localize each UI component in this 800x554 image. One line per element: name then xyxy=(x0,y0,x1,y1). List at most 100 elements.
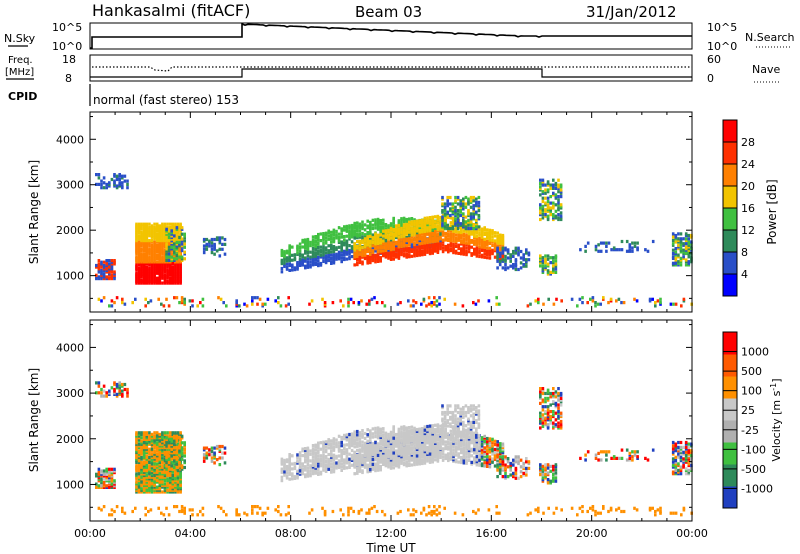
power-cell xyxy=(527,251,531,255)
power-cell xyxy=(439,231,442,235)
power-cell xyxy=(392,229,395,233)
power-cell xyxy=(436,242,440,246)
power-cell xyxy=(137,229,141,233)
power-cell xyxy=(140,257,143,261)
power-cell xyxy=(235,304,238,308)
velocity-cell xyxy=(155,441,159,445)
power-cell xyxy=(434,233,437,237)
power-cell xyxy=(557,195,560,199)
power-cell xyxy=(140,234,143,238)
power-cell xyxy=(140,230,143,234)
velocity-cell xyxy=(335,445,338,449)
power-cell xyxy=(358,222,362,226)
y-tick-label: 4000 xyxy=(56,133,84,146)
power-cell xyxy=(353,230,356,234)
power-cell xyxy=(97,277,101,281)
power-cell xyxy=(376,253,380,257)
velocity-cell xyxy=(322,440,325,444)
velocity-cell xyxy=(135,452,138,456)
power-cell xyxy=(155,247,159,251)
velocity-cell xyxy=(382,457,385,462)
power-cell xyxy=(142,265,146,269)
power-cell xyxy=(261,304,264,308)
power-cell xyxy=(431,228,434,232)
velocity-cell xyxy=(283,473,286,477)
power-cell xyxy=(368,302,371,306)
power-cell xyxy=(280,270,284,274)
power-cell xyxy=(464,195,468,200)
noise-tick-top-left: 10^5 xyxy=(52,21,82,34)
power-cell xyxy=(158,242,162,246)
power-cell xyxy=(687,248,691,252)
power-cell xyxy=(353,263,356,267)
velocity-cell xyxy=(322,460,325,464)
power-cell xyxy=(472,199,475,203)
power-cell xyxy=(421,236,424,240)
power-cell xyxy=(525,248,528,252)
power-cell xyxy=(469,212,473,216)
velocity-cell xyxy=(174,431,177,435)
velocity-cell xyxy=(408,426,411,430)
velocity-cell xyxy=(314,451,317,455)
velocity-cell xyxy=(140,482,143,486)
power-cell xyxy=(446,195,449,200)
power-cell xyxy=(288,252,291,256)
power-cell xyxy=(135,252,138,256)
velocity-cell xyxy=(304,475,307,479)
power-cell xyxy=(446,223,449,227)
power-cell xyxy=(100,268,103,272)
velocity-cell xyxy=(356,448,359,452)
power-cell xyxy=(436,241,440,245)
power-cell xyxy=(113,262,116,266)
power-cell xyxy=(161,281,164,285)
power-cell xyxy=(135,222,138,226)
power-cell xyxy=(382,252,385,256)
power-cell xyxy=(449,247,453,251)
power-cell xyxy=(480,248,484,252)
velocity-cell xyxy=(376,465,380,469)
power-cell xyxy=(456,227,460,231)
power-cell xyxy=(679,232,683,236)
velocity-cell xyxy=(158,470,162,474)
velocity-cell xyxy=(174,464,177,468)
power-cell xyxy=(183,242,186,246)
power-cell xyxy=(418,227,421,231)
power-cell xyxy=(178,240,181,244)
velocity-cell xyxy=(180,464,184,468)
power-cell xyxy=(304,264,307,268)
power-cell xyxy=(150,278,154,282)
power-cell xyxy=(460,229,463,233)
power-cell xyxy=(353,236,356,240)
power-cell xyxy=(589,297,592,301)
power-cell xyxy=(301,263,304,267)
velocity-cell xyxy=(95,485,98,489)
velocity-cell xyxy=(180,454,184,458)
power-cell xyxy=(400,223,403,227)
power-cell xyxy=(251,296,254,300)
power-cell xyxy=(330,234,333,238)
power-cell xyxy=(113,277,116,281)
power-cell xyxy=(465,253,468,257)
power-cell xyxy=(366,219,369,223)
power-cell xyxy=(465,243,468,247)
power-cell xyxy=(541,178,545,182)
velocity-cell xyxy=(180,434,184,438)
velocity-cell xyxy=(374,444,377,448)
power-cell xyxy=(395,247,398,251)
power-cell xyxy=(389,241,393,245)
velocity-cell xyxy=(179,437,182,441)
power-cell xyxy=(102,263,106,268)
power-cell xyxy=(173,234,176,238)
freq-label: Freq. xyxy=(8,55,33,66)
power-cell xyxy=(319,239,323,243)
power-cell xyxy=(622,301,626,305)
power-cell xyxy=(397,243,401,247)
power-cell xyxy=(659,297,662,301)
velocity-cell xyxy=(402,425,406,429)
power-cell xyxy=(208,244,211,248)
power-cell xyxy=(473,234,476,238)
power-cell xyxy=(449,221,453,225)
velocity-cell xyxy=(285,466,289,470)
power-cell xyxy=(158,260,162,264)
power-cell xyxy=(311,235,315,239)
